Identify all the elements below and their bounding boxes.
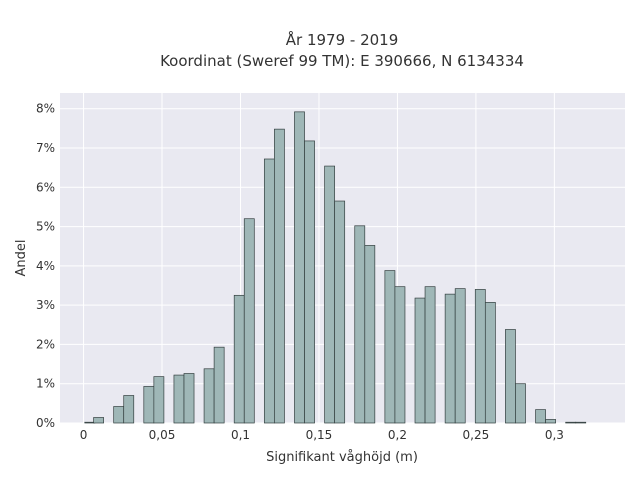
histogram-bar [515, 383, 526, 424]
y-tick-label: 4% [36, 259, 55, 273]
histogram-bar [274, 128, 285, 424]
x-tick-label: 0,25 [463, 428, 490, 442]
histogram-bar [535, 409, 546, 424]
histogram-bar [113, 406, 125, 424]
histogram-bar [575, 421, 587, 424]
y-tick-label: 3% [36, 298, 55, 312]
y-tick-label: 1% [36, 377, 55, 391]
x-tick-label: 0,2 [388, 428, 407, 442]
histogram-bar [123, 395, 135, 424]
histogram-bar [243, 218, 255, 424]
histogram-bar [263, 158, 275, 424]
histogram-bar [203, 368, 215, 424]
x-axis-ticks: 0 0,05 0,1 0,15 0,2 0,25 0,3 [80, 428, 564, 442]
chart-subtitle: Koordinat (Sweref 99 TM): E 390666, N 61… [160, 52, 524, 70]
histogram-bar [394, 286, 406, 424]
histogram-bar [444, 293, 456, 424]
y-axis-ticks: 0% 1% 2% 3% 4% 5% 6% 7% 8% [36, 102, 55, 430]
y-tick-label: 0% [36, 416, 55, 430]
histogram-bar [384, 270, 396, 424]
x-axis-title: Signifikant våghöjd (m) [266, 450, 418, 465]
histogram-bar [153, 376, 165, 424]
histogram-bar [93, 417, 104, 424]
x-tick-label: 0 [80, 428, 88, 442]
histogram-bar [545, 419, 556, 424]
histogram-bar [414, 297, 426, 424]
y-tick-label: 5% [36, 220, 55, 234]
bars [84, 111, 587, 424]
y-axis-title: Andel [14, 240, 29, 277]
histogram-bar [364, 245, 376, 424]
histogram-bar [143, 386, 155, 424]
histogram-bar [484, 302, 496, 424]
y-tick-label: 2% [36, 337, 55, 351]
histogram-bar [213, 346, 225, 424]
histogram-bar [454, 288, 466, 424]
x-tick-label: 0,1 [231, 428, 250, 442]
histogram-bar [474, 289, 486, 424]
histogram-bar [324, 165, 336, 424]
histogram-bar [294, 111, 305, 424]
histogram-bar [334, 200, 346, 424]
y-tick-label: 8% [36, 102, 55, 116]
histogram-bar [233, 294, 245, 424]
chart-title: År 1979 - 2019 [286, 30, 399, 49]
histogram-bar [183, 373, 195, 424]
x-tick-label: 0,05 [149, 428, 176, 442]
histogram-bar [505, 329, 516, 424]
histogram-bar [354, 225, 366, 424]
x-tick-label: 0,3 [545, 428, 564, 442]
x-tick-label: 0,15 [306, 428, 333, 442]
histogram-bar [424, 286, 436, 424]
histogram-bar [304, 140, 315, 424]
y-tick-label: 6% [36, 180, 55, 194]
histogram-bar [173, 374, 185, 424]
y-tick-label: 7% [36, 141, 55, 155]
histogram-bar [565, 421, 577, 424]
